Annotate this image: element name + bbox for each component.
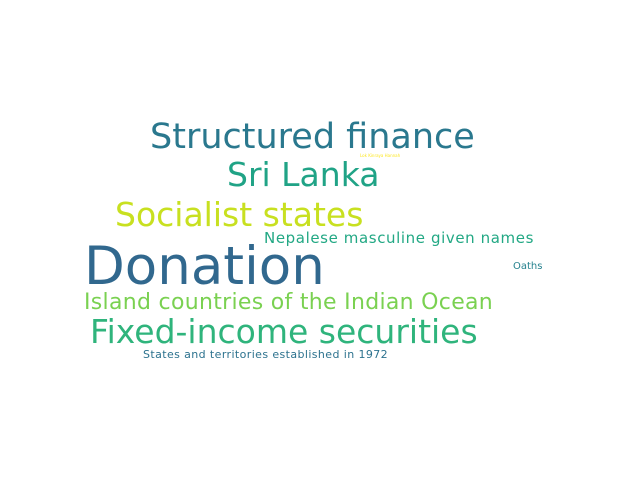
word-tiny-label: Lok Kinraya Hannah xyxy=(360,153,401,158)
word-sri-lanka: Sri Lanka xyxy=(227,155,380,194)
word-oaths: Oaths xyxy=(513,261,543,272)
word-states-territories-1972: States and territories established in 19… xyxy=(143,348,389,361)
word-structured-finance: Structured finance xyxy=(150,117,475,157)
word-socialist-states: Socialist states xyxy=(115,195,364,234)
word-fixed-income-securities: Fixed-income securities xyxy=(90,312,478,351)
word-nepalese-masculine-given-names: Nepalese masculine given names xyxy=(264,229,535,247)
word-island-countries-indian-ocean: Island countries of the Indian Ocean xyxy=(84,290,494,315)
word-donation: Donation xyxy=(84,236,325,297)
